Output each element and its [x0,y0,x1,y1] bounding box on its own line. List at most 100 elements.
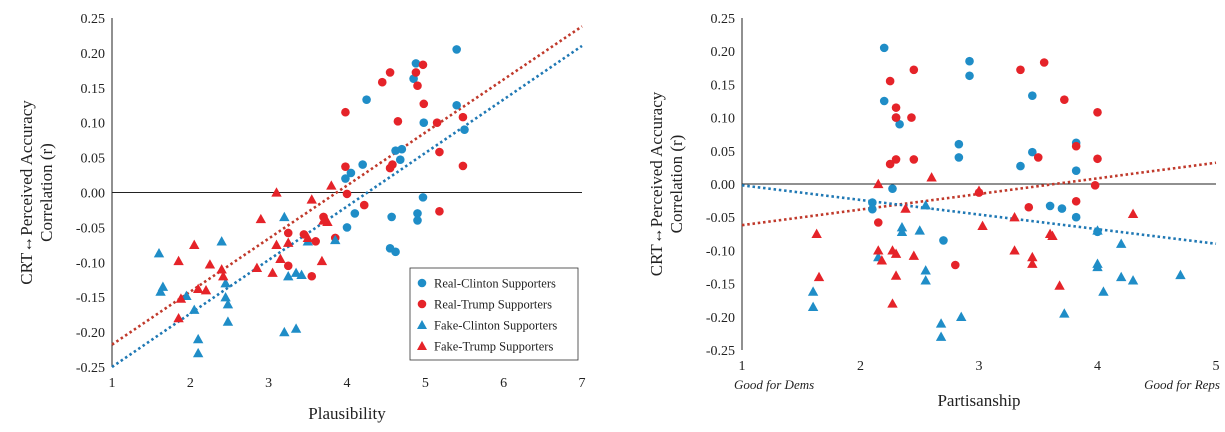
chart-left-point-fake-clinton-supporters [192,347,204,358]
chart-right-point-real-clinton-supporters [954,153,964,162]
chart-right-x-tick-label: 5 [1213,359,1220,374]
chart-left-y-tick-label: -0.05 [76,221,105,236]
chart-left-point-fake-trump-supporters [326,180,337,190]
chart-right-point-real-trump-supporters [885,159,895,169]
chart-right-point-real-trump-supporters [1093,154,1102,164]
chart-left-legend-marker [417,278,427,288]
chart-right-point-fake-trump-supporters [1027,258,1038,268]
chart-left-point-real-clinton-supporters [391,247,400,257]
chart-left-point-fake-trump-supporters [316,255,328,266]
chart-left-point-real-clinton-supporters [419,118,429,127]
chart-right-point-fake-clinton-supporters [1175,269,1186,280]
chart-right-point-real-trump-supporters [891,103,901,112]
chart-left-point-fake-trump-supporters [267,267,278,277]
chart-left-legend-marker [417,299,427,309]
chart-left-point-real-trump-supporters [359,200,369,210]
chart-left-point-real-clinton-supporters [395,155,405,164]
chart-left-point-fake-clinton-supporters [279,326,290,337]
chart-left-point-real-clinton-supporters [358,160,367,169]
chart-left-point-fake-trump-supporters [255,213,267,224]
chart-right-point-real-clinton-supporters [879,43,889,53]
chart-left-y-tick-label: -0.20 [76,326,105,341]
chart-left-point-fake-trump-supporters [302,232,314,243]
chart-right-point-fake-clinton-supporters [1092,261,1103,272]
chart-right-point-fake-trump-supporters [1127,208,1139,219]
chart-right-point-fake-trump-supporters [973,185,985,195]
chart-left-x-tick-label: 1 [109,376,116,391]
chart-right-point-fake-trump-supporters [900,203,911,213]
chart-left-point-fake-clinton-supporters [279,211,290,222]
chart-left-point-real-trump-supporters [342,189,352,199]
chart-right-point-real-clinton-supporters [939,236,948,245]
chart-left-x-tick-label: 2 [187,376,194,391]
chart-right-point-fake-trump-supporters [1054,280,1065,290]
chart-left-point-fake-clinton-supporters [283,271,294,281]
chart-left-point-real-clinton-supporters [387,212,396,222]
chart-right-point-fake-clinton-supporters [1127,275,1139,285]
chart-right-y-tick-label: -0.15 [706,278,735,293]
chart-right-point-real-clinton-supporters [965,71,974,81]
chart-left-legend-marker [417,341,427,350]
chart-left-x-tick-label: 5 [422,376,429,391]
chart-left-point-fake-trump-supporters [189,239,200,250]
chart-left-y-tick-label: 0.10 [81,117,106,132]
chart-right-y-tick-label: -0.05 [706,211,735,226]
chart-right-point-fake-clinton-supporters [807,286,819,296]
chart-right-point-real-trump-supporters [885,76,895,86]
chart-right-point-fake-clinton-supporters [935,331,947,341]
chart-left-point-fake-clinton-supporters [189,304,200,314]
chart-right-y-tick-label: 0.00 [711,178,736,193]
chart-right-point-fake-trump-supporters [1009,245,1020,255]
chart-right-point-real-clinton-supporters [1071,212,1081,222]
chart-left-y-axis-title-line1: CRT↔Perceived Accuracy [17,100,36,285]
chart-left-point-real-clinton-supporters [350,209,360,218]
chart-right-point-real-trump-supporters [951,260,960,270]
chart-right-point-fake-clinton-supporters [807,301,819,311]
chart-right-y-tick-label: 0.05 [711,145,736,160]
chart-left-point-real-trump-supporters [385,163,395,173]
chart-left-point-fake-clinton-supporters [153,248,165,258]
chart-left-point-real-clinton-supporters [411,59,421,68]
chart-left-point-fake-trump-supporters [322,216,333,226]
chart-right-point-fake-trump-supporters [876,255,888,265]
chart-right-point-fake-trump-supporters [1027,251,1038,262]
chart-right-y-tick-label: 0.15 [711,78,736,93]
chart-left-point-fake-trump-supporters [271,239,282,250]
chart-right-point-fake-clinton-supporters [956,311,967,321]
chart-left-point-fake-trump-supporters [216,264,227,274]
chart-left-point-fake-trump-supporters [271,187,282,197]
chart-right-y-tick-label: -0.10 [706,244,735,259]
chart-left-point-fake-trump-supporters [283,237,294,247]
chart-left-point-fake-clinton-supporters [192,333,204,344]
chart-left-point-real-trump-supporters [307,271,317,281]
chart-left-point-fake-clinton-supporters [155,286,166,296]
chart-right-x-left-extreme-label: Good for Dems [734,377,814,392]
chart-left-point-fake-trump-supporters [200,285,212,295]
chart-right-point-fake-clinton-supporters [1059,308,1070,318]
chart-right-point-fake-clinton-supporters [920,275,931,285]
chart-right-point-fake-clinton-supporters [1092,225,1103,235]
chart-left-point-real-clinton-supporters [452,45,461,54]
chart-right-point-fake-trump-supporters [926,172,937,182]
chart-right-x-tick-label: 4 [1094,359,1101,374]
chart-right-x-right-extreme-label: Good for Reps [1144,377,1220,392]
chart-left-point-fake-clinton-supporters [222,316,234,326]
chart-left-x-tick-label: 7 [579,376,586,391]
chart-left-y-tick-label: 0.25 [81,12,106,27]
chart-left-point-real-trump-supporters [418,60,428,70]
chart-right-point-real-trump-supporters [1016,65,1025,75]
chart-right-y-tick-label: 0.20 [711,45,736,60]
chart-right-y-axis-title-line1: CRT↔Perceived Accuracy [647,91,666,276]
chart-right-point-fake-trump-supporters [890,270,902,280]
chart-left-legend-box [409,267,579,361]
chart-right-point-real-trump-supporters [1033,153,1043,162]
chart-right-point-real-trump-supporters [1071,196,1081,206]
chart-right-x-axis-title: Partisanship [937,391,1020,410]
chart-left-point-real-clinton-supporters [346,168,356,178]
chart-left-point-real-trump-supporters [413,81,422,91]
chart-right-point-real-clinton-supporters [895,119,904,129]
chart-left-y-tick-label: 0.15 [81,82,106,97]
chart-left-point-fake-trump-supporters [175,293,187,303]
